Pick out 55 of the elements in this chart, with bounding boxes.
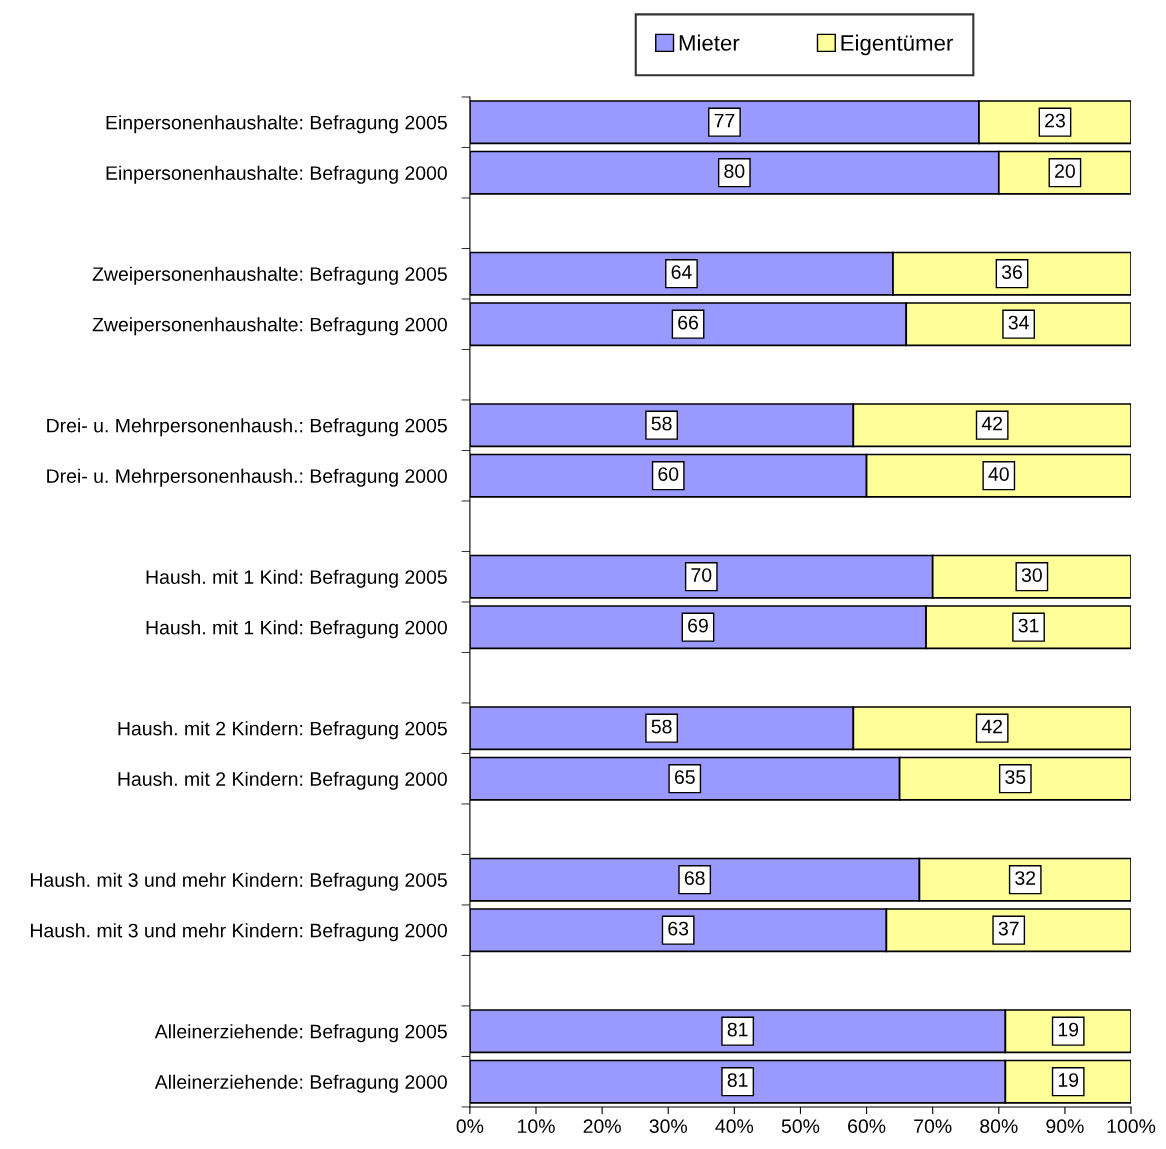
data-label: 19: [1058, 1073, 1079, 1087]
data-label: 37: [998, 921, 1019, 936]
data-label: 58: [651, 416, 672, 431]
data-label: 42: [981, 719, 1003, 734]
data-label: 34: [1008, 315, 1029, 330]
x-tick-label: 20%: [583, 1119, 621, 1134]
data-label: 65: [674, 770, 695, 784]
data-label: 60: [658, 467, 679, 481]
y-tick-label: Haush. mit 2 Kindern: Befragung 2005: [118, 721, 447, 740]
y-tick-label: Haush. mit 3 und mehr Kindern: Befragung 2000: [30, 923, 447, 942]
y-tick-label: Alleinerziehende: Befragung 2005: [154, 1024, 447, 1043]
x-tick-label: 0%: [456, 1119, 484, 1134]
data-label: 19: [1058, 1022, 1079, 1037]
y-tick-label: Einpersonenhaushalte: Befragung 2000: [106, 165, 447, 184]
data-label: 63: [668, 921, 689, 936]
x-tick-label: 40%: [715, 1119, 754, 1134]
data-label: 70: [691, 568, 712, 582]
y-tick-label: Zweipersonenhaushalte: Befragung 2005: [92, 266, 447, 285]
data-label: 35: [1005, 770, 1026, 784]
x-tick-label: 60%: [848, 1119, 886, 1134]
y-tick-label: Haush. mit 1 Kind: Befragung 2005: [146, 569, 447, 588]
data-label: 81: [727, 1022, 748, 1037]
data-label: 32: [1015, 871, 1036, 885]
data-label: 66: [678, 315, 699, 330]
data-label: 42: [981, 416, 1003, 431]
y-tick-label: Haush. mit 3 und mehr Kindern: Befragung 2005: [30, 872, 447, 891]
data-label: 69: [688, 618, 708, 633]
data-label: 31: [1018, 618, 1039, 633]
y-tick-label: Haush. mit 1 Kind: Befragung 2000: [146, 620, 447, 639]
x-tick-label: 30%: [649, 1119, 687, 1134]
x-tick-label: 80%: [980, 1119, 1018, 1134]
data-label: 40: [988, 467, 1009, 481]
x-tick-label: 50%: [781, 1119, 820, 1134]
data-label: 64: [671, 265, 692, 279]
legend-label: Mieter: [679, 34, 740, 51]
data-label: 36: [1001, 265, 1022, 279]
y-tick-label: Drei- u. Mehrpersonenhaush.: Befragung 2000: [47, 468, 447, 487]
data-label: 68: [684, 871, 705, 885]
x-tick-label: 90%: [1046, 1119, 1084, 1134]
legend-label: Eigentümer: [841, 34, 953, 56]
y-tick-label: Drei- u. Mehrpersonenhaush.: Befragung 2005: [47, 418, 447, 437]
data-label: 58: [651, 719, 672, 734]
x-tick-label: 10%: [518, 1119, 555, 1134]
x-tick-label: 70%: [914, 1119, 952, 1134]
y-tick-label: Einpersonenhaushalte: Befragung 2005: [106, 115, 447, 134]
y-tick-label: Zweipersonenhaushalte: Befragung 2000: [92, 317, 447, 336]
data-label: 20: [1055, 164, 1075, 178]
y-tick-label: Haush. mit 2 Kindern: Befragung 2000: [118, 771, 447, 790]
data-label: 77: [714, 113, 735, 128]
data-label: 80: [724, 164, 745, 178]
data-label: 81: [727, 1073, 748, 1087]
y-tick-label: Alleinerziehende: Befragung 2000: [154, 1074, 447, 1093]
data-label: 23: [1045, 113, 1065, 128]
x-tick-label: 100%: [1107, 1119, 1156, 1134]
data-label: 30: [1021, 568, 1042, 582]
